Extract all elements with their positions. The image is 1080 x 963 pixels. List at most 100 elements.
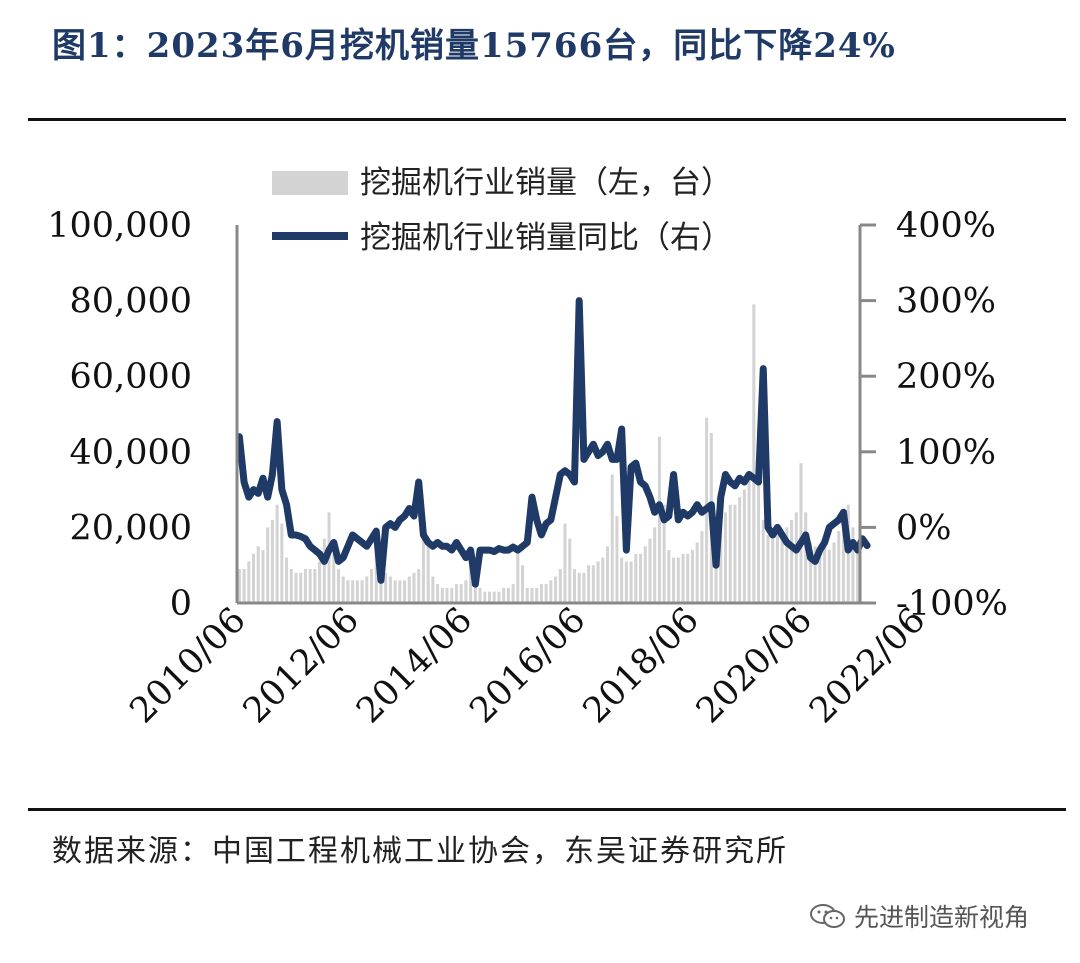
bar (525, 587, 529, 603)
bar (549, 580, 553, 603)
bar (624, 561, 628, 603)
bar (280, 523, 284, 603)
bar (804, 512, 808, 603)
right-tick-label: 100% (896, 433, 996, 473)
bar (719, 512, 723, 603)
bar (384, 572, 388, 603)
bar (403, 580, 407, 603)
bar (742, 489, 746, 603)
bar (247, 561, 251, 603)
left-tick-label: 100,000 (47, 206, 192, 246)
right-tick-label: 0% (896, 508, 952, 548)
right-tick-label: 400% (896, 206, 996, 246)
bar (818, 550, 822, 603)
x-tick-label: 2016/06 (462, 600, 593, 731)
legend: 挖掘机行业销量（左，台） 挖掘机行业销量同比（右） (272, 165, 732, 256)
bar (393, 580, 397, 603)
bar (303, 568, 307, 603)
left-tick-label: 0 (170, 584, 192, 624)
bar (648, 538, 652, 603)
bar (530, 587, 534, 603)
x-tick-label: 2014/06 (349, 600, 480, 731)
bar (667, 550, 671, 603)
bar (270, 519, 274, 603)
bar (558, 568, 562, 603)
bar (336, 568, 340, 603)
bar (672, 557, 676, 603)
bar (827, 550, 831, 603)
bar (615, 516, 619, 603)
bar (299, 572, 303, 603)
bar (511, 584, 515, 603)
bar (417, 568, 421, 603)
wechat-icon (810, 904, 845, 928)
bar (643, 546, 647, 603)
bar (539, 584, 543, 603)
bar (591, 565, 595, 603)
bar (639, 553, 643, 603)
bar (794, 512, 798, 603)
bar (568, 538, 572, 603)
x-tick-label: 2022/06 (802, 600, 933, 731)
bar (653, 527, 657, 603)
bar (459, 584, 463, 603)
bar (813, 546, 817, 603)
data-source-note: 数据来源：中国工程机械工业协会，东吴证券研究所 (52, 834, 788, 869)
bar (285, 557, 289, 603)
bar (846, 504, 850, 603)
bar (790, 519, 794, 603)
bar (752, 304, 756, 603)
bar (629, 561, 633, 603)
bar (554, 576, 558, 603)
bar (454, 584, 458, 603)
bar (610, 474, 614, 603)
right-tick-label: -100% (896, 584, 1008, 624)
bar (521, 565, 525, 603)
bar (823, 546, 827, 603)
bar (563, 523, 567, 603)
bar (780, 534, 784, 603)
bar (261, 550, 265, 603)
bar (620, 557, 624, 603)
right-axis-ticks: -100% 0% 100% 200% 300% 400% (860, 206, 1008, 624)
bar (662, 504, 666, 603)
bar (341, 576, 345, 603)
bar (237, 568, 241, 603)
bar (766, 534, 770, 603)
bar (346, 580, 350, 603)
legend-line-label: 挖掘机行业销量同比（右） (360, 220, 732, 256)
bar (516, 550, 520, 603)
yoy-line-series (235, 297, 871, 588)
bottom-rule (28, 808, 1066, 811)
bar (775, 534, 779, 603)
bar (738, 497, 742, 603)
bar (370, 568, 374, 603)
bar (690, 550, 694, 603)
right-tick-label: 200% (896, 357, 996, 397)
bar (686, 553, 690, 603)
bar (695, 542, 699, 603)
bar (322, 538, 326, 603)
bar (450, 587, 454, 603)
x-tick-label: 2020/06 (689, 600, 820, 731)
bar (332, 553, 336, 603)
bar (294, 572, 298, 603)
bar (733, 504, 737, 603)
bar (747, 470, 751, 603)
bar (657, 436, 661, 603)
bar (856, 543, 860, 603)
bar (421, 523, 425, 603)
bar (577, 572, 581, 603)
bar (313, 568, 317, 603)
top-rule (28, 118, 1066, 121)
bar (398, 580, 402, 603)
bar (360, 580, 364, 603)
bar (487, 591, 492, 603)
bar (851, 527, 855, 603)
bar (771, 538, 775, 603)
bar (388, 576, 392, 603)
bar (478, 587, 482, 603)
bar (676, 557, 680, 603)
watermark-text: 先进制造新视角 (854, 903, 1030, 932)
